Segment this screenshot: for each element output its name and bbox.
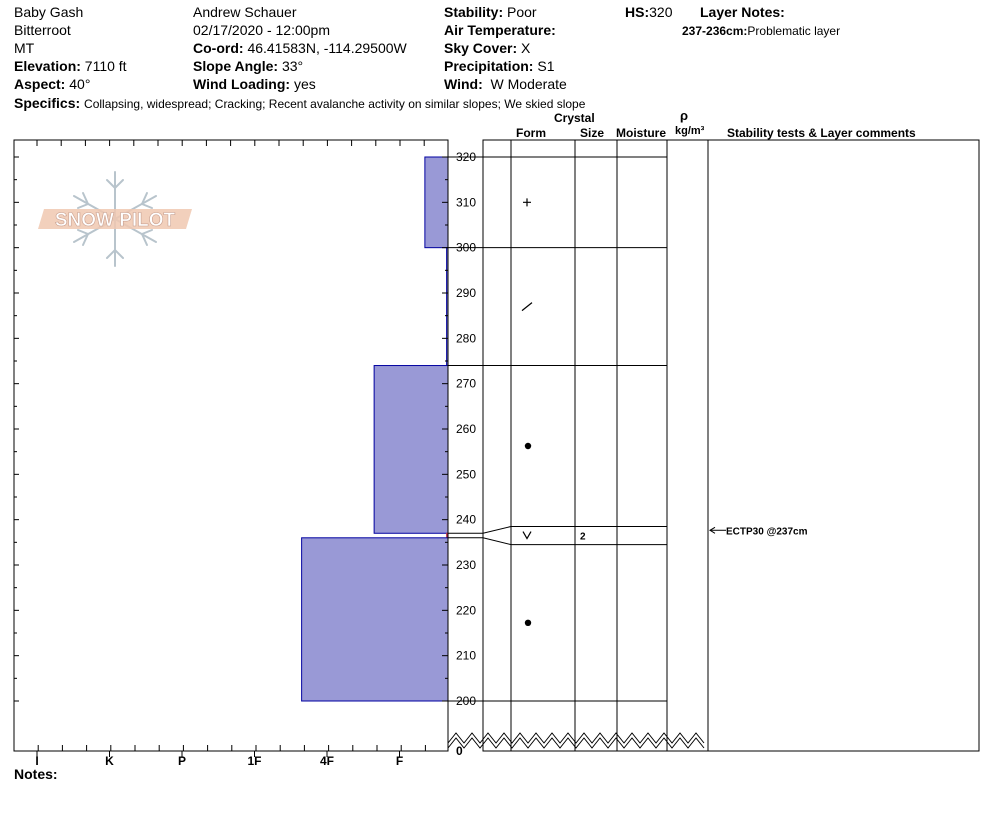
state: MT (14, 40, 35, 56)
sky-cover: Sky Cover: X (444, 39, 530, 57)
stability-tests-header: Stability tests & Layer comments (727, 126, 916, 140)
hardness-bar-4 (301, 537, 449, 702)
logo-text: SNOW PILOT (55, 210, 176, 231)
decomposing-symbol (521, 302, 533, 312)
depth-hoar-symbol (522, 531, 532, 540)
aspect: Aspect: 40° (14, 75, 90, 93)
layer-connector (448, 525, 512, 534)
precip-label: Precipitation: (444, 58, 534, 74)
layer-note-text: Problematic layer (747, 24, 841, 38)
layer-note-depth: 237-236cm: (682, 24, 748, 38)
mountain-range: Bitterroot (14, 22, 71, 38)
depth-tick-label: 230 (456, 558, 476, 572)
air-temperature: Air Temperature: (444, 21, 556, 39)
elevation-label: Elevation: (14, 58, 81, 74)
wind-loading: Wind Loading: yes (193, 75, 316, 93)
stability-value: Poor (507, 4, 537, 20)
stability-label: Stability: (444, 4, 504, 20)
hardness-tick-label: F (396, 754, 403, 768)
snow-height: HS:320 (625, 3, 672, 21)
precipitation: Precipitation: S1 (444, 57, 554, 75)
test-arrow-head (709, 526, 716, 534)
hardness-bar-2 (373, 365, 449, 534)
size-header: Size (580, 126, 605, 140)
hardness-tick-label: P (178, 754, 186, 768)
depth-tick-label: 290 (456, 286, 476, 300)
coordinates: Co-ord: 46.41583N, -114.29500W (193, 39, 407, 57)
crystal-table-frame (482, 139, 709, 752)
sky-value: X (521, 40, 531, 56)
depth-tick-label: 250 (456, 467, 476, 481)
aspect-label: Aspect: (14, 76, 66, 92)
aspect-value: 40° (69, 76, 91, 92)
crystal-header: Crystal (554, 111, 595, 125)
specifics-label: Specifics: (14, 95, 81, 111)
location-name: Baby Gash (14, 4, 84, 20)
snowpilot-logo: SNOW PILOT (38, 171, 192, 267)
rounded-grain-symbol (524, 619, 532, 626)
axis-break-zigzag (447, 732, 705, 744)
stability-tests-frame (707, 139, 980, 752)
density-unit-header: kg/m³ (675, 125, 705, 137)
depth-tick-label: 310 (456, 195, 476, 209)
rho-header: ρ (680, 108, 689, 123)
air-temp-label: Air Temperature: (444, 22, 556, 38)
elevation-value: 7110 ft (84, 58, 127, 74)
crystal-size-value: 2 (580, 532, 586, 543)
coord-label: Co-ord: (193, 40, 244, 56)
hs-value: 320 (649, 4, 673, 20)
layer-notes-label: Layer Notes: (700, 4, 785, 20)
precip-value: S1 (537, 58, 555, 74)
hardness-tick-label: 4F (320, 754, 334, 768)
specifics: Specifics: Collapsing, widespread; Crack… (14, 94, 585, 113)
observer-name: Andrew Schauer (193, 4, 297, 20)
depth-tick-label: 280 (456, 331, 476, 345)
depth-tick-label: 220 (456, 603, 476, 617)
axis-break-zigzag (447, 737, 705, 749)
depth-tick-label: 240 (456, 513, 476, 527)
depth-tick-label: 260 (456, 422, 476, 436)
coord-value: 46.41583N, -114.29500W (247, 40, 407, 56)
layer-note: 237-236cm:Problematic layer (682, 22, 840, 40)
hardness-tick-label: I (35, 754, 38, 768)
depth-tick-label: 270 (456, 377, 476, 391)
wind-label: Wind: (444, 76, 483, 92)
wind-value: W Moderate (490, 76, 567, 92)
slope-value: 33° (281, 58, 304, 74)
layer-connector (448, 537, 512, 546)
elevation: Elevation: 7110 ft (14, 57, 127, 75)
hs-label: HS: (625, 4, 650, 20)
notes-label: Notes: (14, 766, 58, 782)
specifics-value: Collapsing, widespread; Cracking; Recent… (84, 97, 586, 111)
observation-datetime: 02/17/2020 - 12:00pm (193, 22, 330, 38)
sky-label: Sky Cover: (444, 40, 518, 56)
slope-label: Slope Angle: (193, 58, 279, 74)
new-snow-symbol (523, 198, 531, 207)
depth-tick-label: 210 (456, 649, 476, 663)
hardness-tick-label: 1F (247, 754, 261, 768)
form-header: Form (516, 126, 546, 140)
wind-loading-label: Wind Loading: (193, 76, 291, 92)
wind: Wind: W Moderate (444, 75, 567, 93)
stability-test-result: ECTP30 @237cm (726, 526, 808, 537)
stability: Stability: Poor (444, 3, 537, 21)
slope-angle: Slope Angle: 33° (193, 57, 303, 75)
wind-loading-value: yes (293, 76, 316, 92)
rounded-grain-symbol (524, 442, 532, 450)
depth-break-label: 0 (456, 744, 463, 758)
hardness-tick-label: K (105, 754, 114, 768)
moisture-header: Moisture (616, 126, 667, 140)
